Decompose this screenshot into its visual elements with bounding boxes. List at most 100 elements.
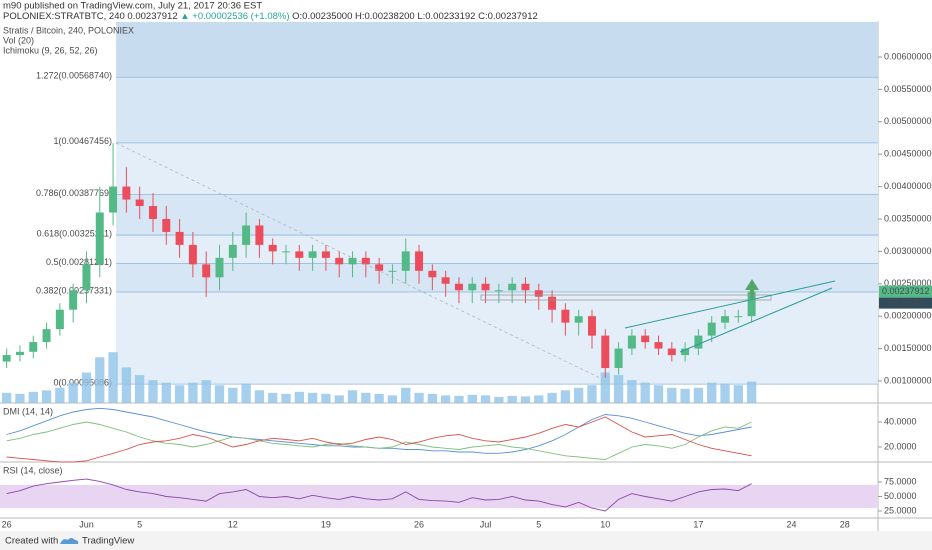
annotations: [115, 142, 836, 379]
volume-bar: [228, 387, 238, 403]
price-tag: [879, 285, 932, 298]
fib-label: 0.5(0.00281281): [46, 257, 112, 267]
candle-body: [308, 251, 317, 258]
x-tick-label: 24: [787, 519, 797, 529]
volume-bar: [667, 387, 677, 403]
volume-bar: [693, 387, 704, 403]
volume-bar: [268, 392, 278, 403]
candle-body: [82, 264, 91, 291]
volume-bar: [707, 382, 717, 403]
x-tick-label: 10: [600, 519, 610, 529]
y-tick-label: 0.00500000: [884, 116, 932, 126]
candle-body: [441, 277, 450, 284]
candle-body: [428, 270, 437, 278]
volume-bar: [108, 352, 118, 403]
y-tick-label: 0.00250000: [884, 278, 932, 288]
candle-body: [508, 283, 517, 291]
volume-bar: [494, 396, 504, 403]
volume-bar: [321, 393, 331, 403]
volume-bar: [347, 390, 358, 403]
volume-bar: [720, 383, 730, 403]
volume-bar: [188, 382, 198, 403]
x-tick-label: 19: [321, 519, 331, 529]
volume-bar: [653, 385, 664, 403]
range-box: [480, 294, 772, 301]
symbol: POLONIEX:STRATBTC, 240: [3, 11, 125, 22]
countdown: 02:23:48: [888, 297, 923, 307]
candle-body: [135, 199, 144, 207]
candle-body: [654, 342, 663, 349]
panel-title: Stratis / Bitcoin, 240, POLONIEX: [3, 25, 134, 35]
volume-bar: [68, 382, 78, 403]
y-tick-label: 0.00100000: [884, 375, 932, 385]
symbol-line: POLONIEX:STRATBTC, 240 0.00237912 ▲ +0.0…: [3, 11, 538, 22]
candle-body: [242, 225, 251, 245]
candle-body: [494, 290, 503, 292]
candle-body: [188, 244, 197, 265]
indicator-label: Ichimoku (9, 26, 52, 26): [3, 45, 98, 55]
candle-body: [202, 264, 211, 278]
volume-bar: [627, 380, 637, 403]
volume-bar: [640, 382, 650, 403]
candle-body: [282, 251, 291, 253]
candle-body: [548, 296, 557, 310]
candle-body: [454, 283, 463, 291]
volume-bar: [241, 383, 251, 403]
volume-bar: [587, 385, 597, 403]
volume-bar: [334, 395, 344, 403]
candle-body: [295, 251, 304, 258]
x-tick-label: 28: [840, 519, 850, 529]
volume-bar: [374, 393, 384, 403]
candle-body: [601, 335, 610, 369]
trend-line: [679, 287, 833, 353]
candle-body: [162, 218, 171, 232]
volume-bar: [15, 393, 25, 403]
y-tick-label: 0.00200000: [884, 311, 932, 321]
candle-body: [667, 348, 676, 356]
candle-body: [574, 316, 583, 323]
y-tick-label: 0.00150000: [884, 343, 932, 353]
candle-body: [122, 186, 131, 200]
volume-bar: [746, 381, 757, 403]
publisher: m90 published on TradingView.com, July 2…: [3, 1, 262, 12]
candle-body: [534, 290, 543, 297]
fib-label: 0.786(0.00387769): [36, 188, 112, 198]
candle-body: [468, 283, 477, 291]
fib-label: 1.272(0.00568740): [36, 71, 112, 81]
x-tick-label: Jun: [79, 519, 94, 529]
indicator-line: [6, 421, 752, 460]
y-tick-label: 40.0000: [884, 416, 917, 426]
volume-bar: [41, 390, 52, 403]
candle-body: [55, 309, 64, 330]
candle-body: [69, 290, 78, 310]
volume-bar: [161, 382, 171, 403]
candle-body: [255, 225, 264, 245]
candle-body: [215, 257, 224, 278]
fib-label: 1(0.00467456): [54, 136, 113, 146]
volume-bar: [174, 385, 185, 403]
volume-bar: [214, 385, 225, 403]
candle-body: [29, 342, 38, 352]
volume-bar: [600, 372, 610, 403]
candle-body: [587, 316, 596, 336]
candle-body: [681, 348, 690, 356]
volume-bar: [440, 395, 451, 403]
candle-body: [388, 270, 397, 272]
candle-body: [375, 264, 384, 271]
candle-body: [228, 244, 237, 258]
volume-bar: [294, 391, 304, 403]
volume-bar: [201, 380, 211, 403]
candle-body: [561, 309, 570, 323]
volume-bar: [81, 372, 92, 403]
x-tick-label: Jul: [480, 519, 492, 529]
candle-body: [641, 335, 650, 343]
y-tick-label: 0.00350000: [884, 213, 932, 223]
candle-body: [148, 206, 157, 219]
fib-band: [116, 142, 879, 195]
y-tick-label: 0.00550000: [884, 84, 932, 94]
volume-bar: [55, 387, 65, 403]
volume-bar: [414, 392, 424, 403]
footer-created: Created with: [5, 536, 58, 547]
y-tick-label: 0.00450000: [884, 149, 932, 159]
footer-brand[interactable]: TradingView: [82, 536, 134, 547]
